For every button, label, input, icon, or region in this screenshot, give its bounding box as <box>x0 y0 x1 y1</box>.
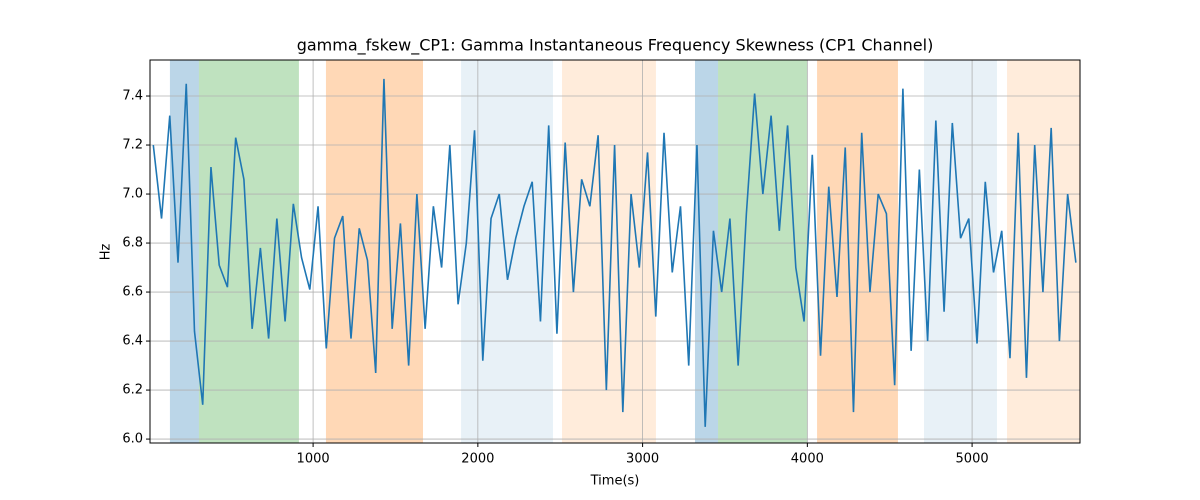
x-tick-label: 1000 <box>297 452 330 467</box>
shaded-span <box>923 60 997 443</box>
shaded-span <box>694 60 719 443</box>
y-tick-label: 6.4 <box>122 334 143 349</box>
shaded-span <box>718 60 808 443</box>
plot-area: 1000 2000 3000 4000 5000 6.0 6.2 6.4 6.6 6.8 7.0 7.… <box>122 59 1081 467</box>
data-line <box>152 78 1077 427</box>
shaded-span <box>198 60 299 443</box>
axes-frame <box>149 59 1081 444</box>
y-axis-label: Hz <box>99 244 114 261</box>
y-tick-label: 6.6 <box>122 285 143 300</box>
x-tick-label: 2000 <box>461 452 494 467</box>
x-tick-label: 4000 <box>791 452 824 467</box>
y-tick-label: 6.0 <box>122 432 143 447</box>
y-tick-label: 6.2 <box>122 383 143 398</box>
shaded-span <box>325 60 423 443</box>
y-tick-label: 7.4 <box>122 89 143 104</box>
shaded-span <box>1007 60 1080 443</box>
x-axis-label: Time(s) <box>590 474 640 489</box>
x-tick-label: 3000 <box>626 452 659 467</box>
y-tick-label: 7.2 <box>122 138 143 153</box>
y-tick-label: 6.8 <box>122 236 143 251</box>
x-tick-label: 5000 <box>956 452 989 467</box>
shaded-span <box>461 60 553 443</box>
chart-title: gamma_fskew_CP1: Gamma Instantaneous Fre… <box>297 36 934 56</box>
y-tick-label: 7.0 <box>122 187 143 202</box>
